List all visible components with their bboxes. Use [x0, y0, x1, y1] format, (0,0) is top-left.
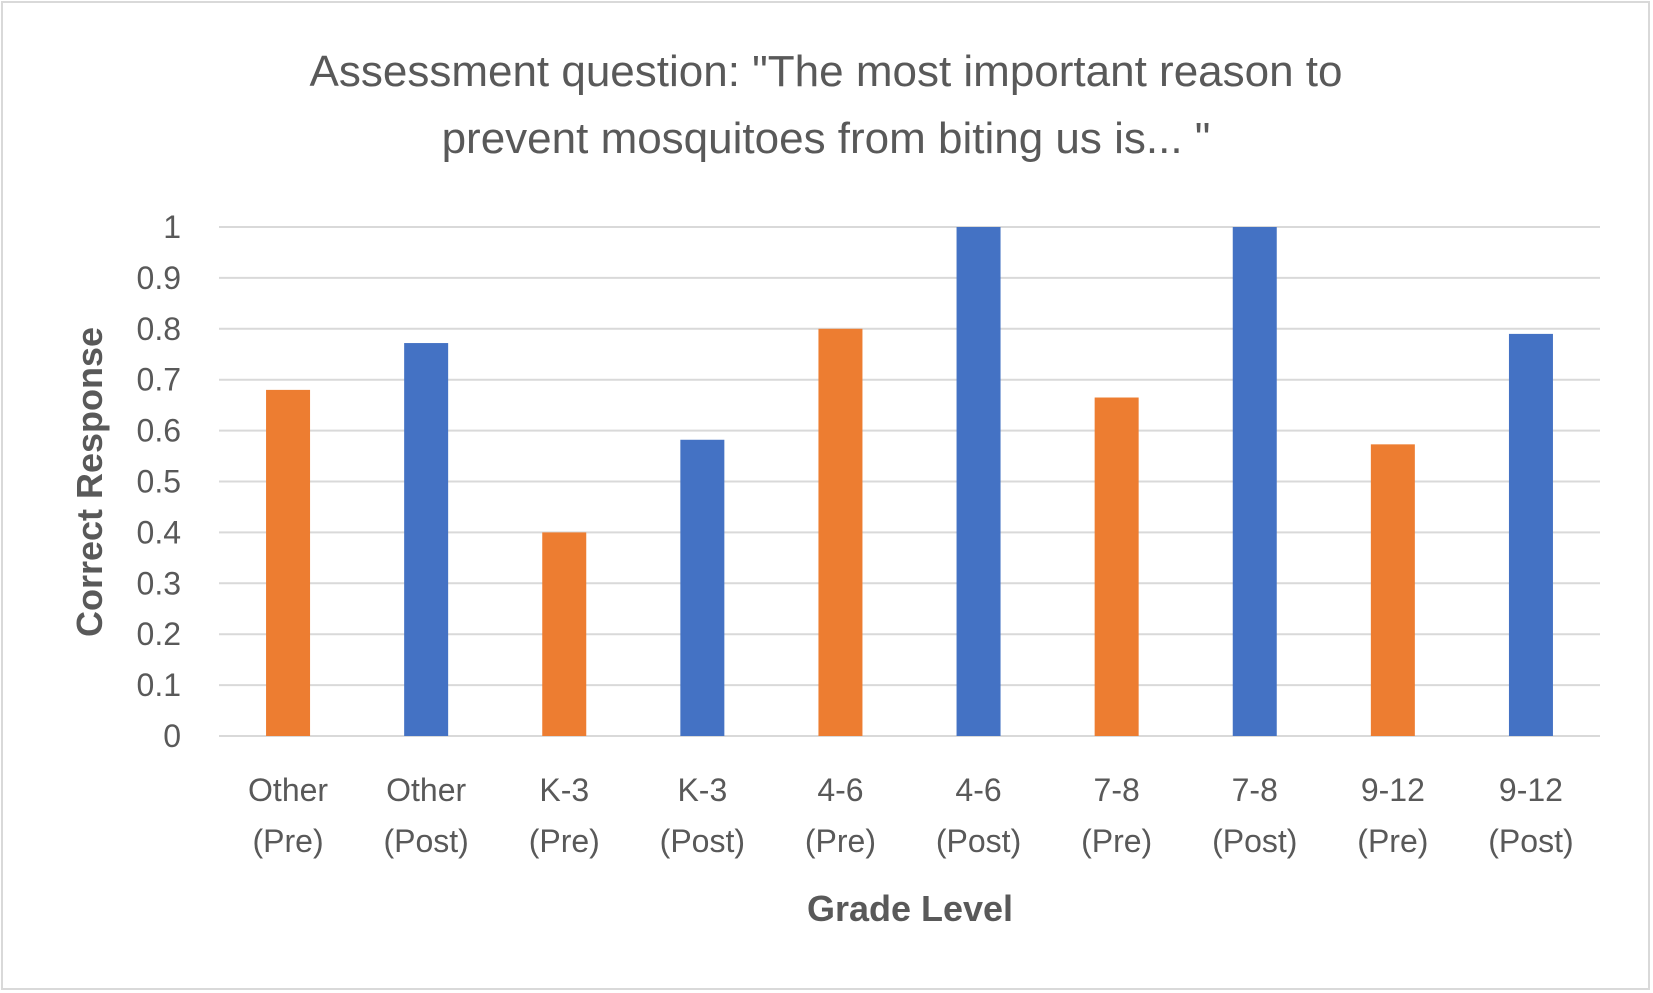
y-tick-label: 0.7 — [137, 362, 181, 398]
x-tick-label: 9-12 — [1361, 772, 1425, 808]
x-tick-label: (Pre) — [1081, 823, 1152, 859]
x-tick-label: (Post) — [383, 823, 468, 859]
y-tick-label: 0.3 — [137, 565, 181, 601]
bar — [542, 532, 587, 736]
bar — [1370, 444, 1415, 736]
y-tick-label: 0.5 — [137, 464, 181, 500]
x-tick-label: (Pre) — [1357, 823, 1428, 859]
x-tick-label: (Post) — [660, 823, 745, 859]
x-tick-label: (Post) — [1212, 823, 1297, 859]
x-tick-label: (Pre) — [529, 823, 600, 859]
x-tick-label: K-3 — [539, 772, 589, 808]
bar — [1232, 227, 1277, 736]
chart-title-line-2: prevent mosquitoes from biting us is... … — [442, 114, 1211, 163]
bar — [266, 389, 311, 736]
bar — [680, 439, 725, 736]
y-tick-label: 0.2 — [137, 616, 181, 652]
x-tick-label: 4-6 — [955, 772, 1001, 808]
x-tick-label: 7-8 — [1094, 772, 1140, 808]
x-tick-label: (Post) — [936, 823, 1021, 859]
x-tick-label: 7-8 — [1232, 772, 1278, 808]
x-tick-label: 4-6 — [817, 772, 863, 808]
x-tick-label: (Pre) — [252, 823, 323, 859]
bar — [1094, 397, 1139, 736]
bar — [956, 227, 1001, 736]
chart-title-line-1: Assessment question: "The most important… — [310, 47, 1343, 96]
y-tick-label: 1 — [163, 209, 181, 245]
x-tick-label: K-3 — [677, 772, 727, 808]
x-tick-label: (Pre) — [805, 823, 876, 859]
x-tick-label: 9-12 — [1499, 772, 1563, 808]
y-tick-label: 0.1 — [137, 667, 181, 703]
y-tick-label: 0 — [163, 718, 181, 754]
y-axis-label: Correct Response — [69, 327, 110, 637]
bar — [404, 343, 449, 736]
y-tick-label: 0.8 — [137, 311, 181, 347]
y-tick-label: 0.4 — [137, 514, 181, 550]
x-tick-label: Other — [248, 772, 328, 808]
x-tick-label: Other — [386, 772, 466, 808]
x-axis-label: Grade Level — [807, 888, 1013, 929]
bar — [818, 328, 863, 736]
bar — [1508, 333, 1553, 736]
x-tick-label: (Post) — [1488, 823, 1573, 859]
y-tick-label: 0.6 — [137, 413, 181, 449]
y-tick-label: 0.9 — [137, 260, 181, 296]
